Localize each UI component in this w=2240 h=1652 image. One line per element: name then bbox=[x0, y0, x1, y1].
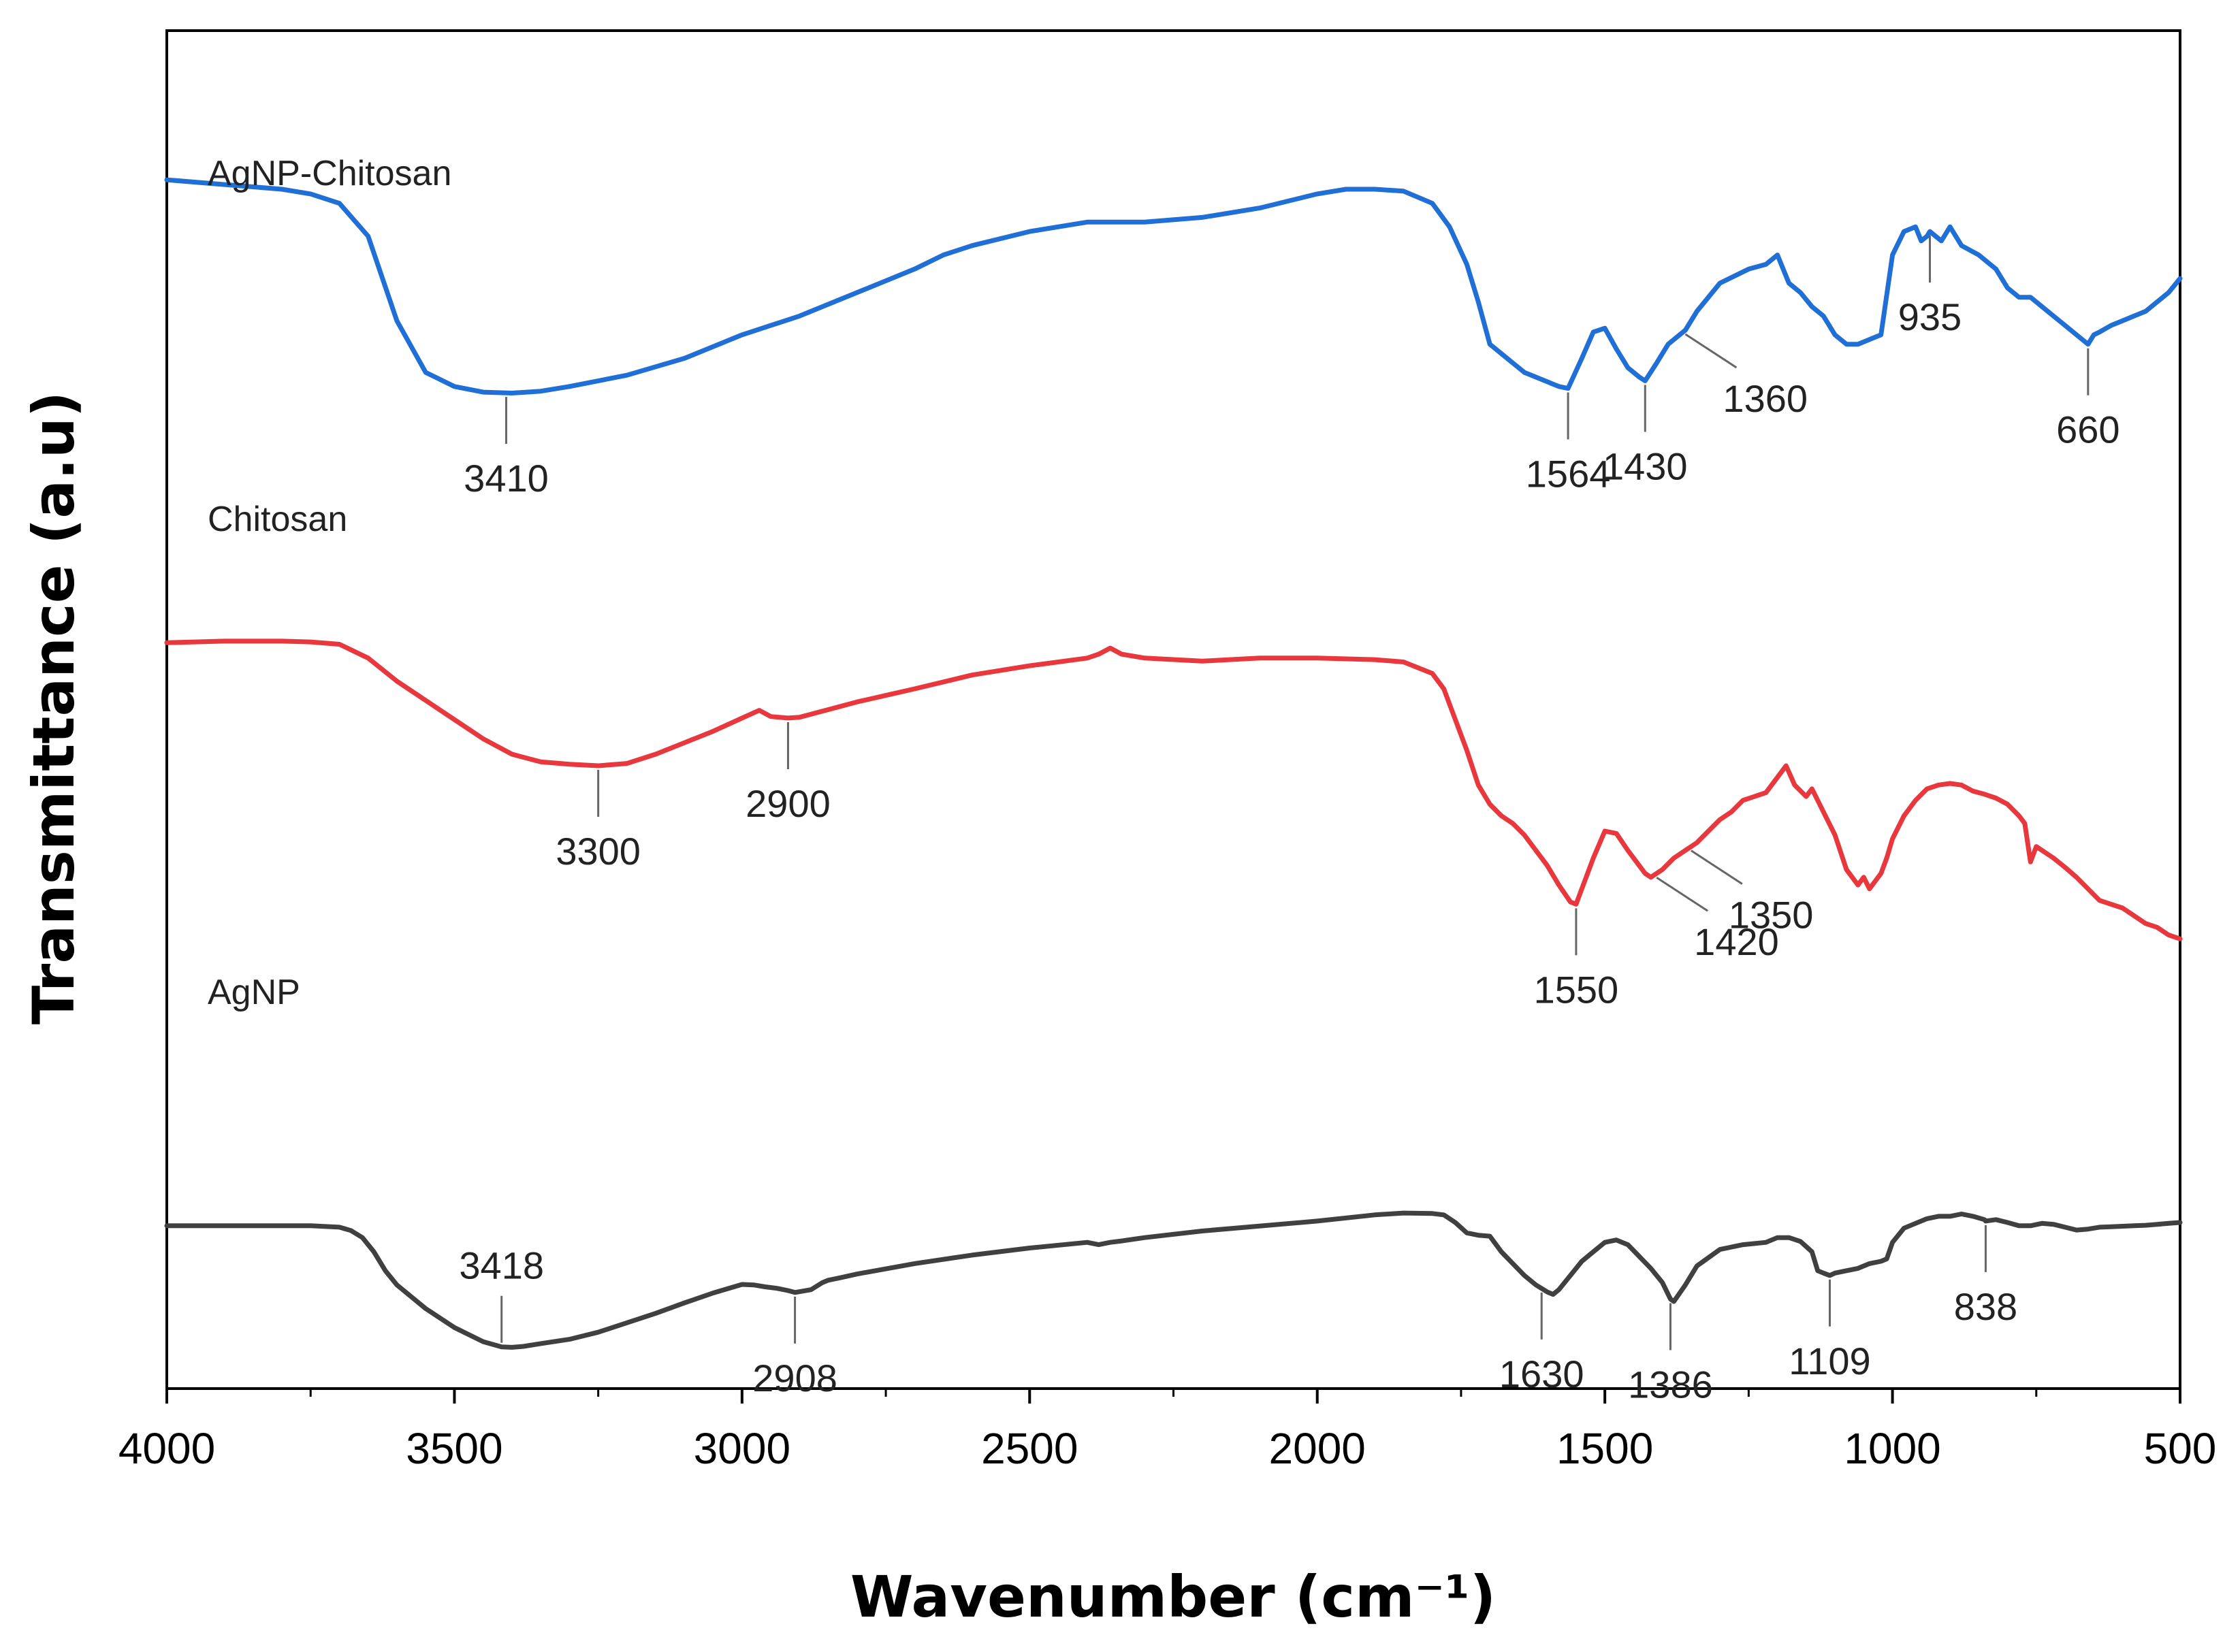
series-label-layer: AgNP-Chitosan Chitosan AgNP bbox=[208, 154, 451, 1012]
peak-marker-1420 bbox=[1656, 876, 1709, 912]
series-layer bbox=[164, 177, 2183, 1350]
x-axis: 4000 3500 3000 2500 2000 1500 1000 500 bbox=[118, 1389, 2217, 1473]
peak-label-3300: 3300 bbox=[556, 830, 641, 873]
x-axis-title: Wavenumber (cm⁻¹) bbox=[850, 1564, 1496, 1630]
peak-label-1360: 1360 bbox=[1723, 377, 1808, 420]
peak-label-1350: 1350 bbox=[1729, 894, 1814, 937]
series-line-agnp-chitosan bbox=[164, 177, 2183, 395]
peak-label-1430: 1430 bbox=[1603, 445, 1688, 488]
peak-label-1630: 1630 bbox=[1499, 1353, 1584, 1395]
series-label-chitosan: Chitosan bbox=[208, 500, 347, 539]
peak-label-935: 935 bbox=[1898, 295, 1962, 338]
x-tick-label-500: 500 bbox=[2144, 1424, 2217, 1473]
peak-label-3410: 3410 bbox=[464, 457, 549, 500]
y-axis-title: Transmittance (a.u) bbox=[20, 391, 87, 1024]
series-label-agnp-chitosan: AgNP-Chitosan bbox=[208, 154, 451, 193]
x-tick-label-2500: 2500 bbox=[981, 1424, 1078, 1473]
x-tick-label-4000: 4000 bbox=[118, 1424, 215, 1473]
peak-label-1420: 1420 bbox=[1694, 920, 1779, 963]
peak-label-838: 838 bbox=[1954, 1285, 2017, 1328]
peak-label-2908: 2908 bbox=[752, 1357, 837, 1399]
peak-label-3418: 3418 bbox=[459, 1244, 544, 1287]
peak-marker-1360 bbox=[1684, 333, 1738, 369]
x-tick-label-1500: 1500 bbox=[1556, 1424, 1653, 1473]
peak-label-1109: 1109 bbox=[1789, 1340, 1870, 1382]
peak-marker-1350 bbox=[1691, 849, 1743, 885]
series-line-agnp bbox=[164, 1210, 2183, 1350]
x-tick-label-3000: 3000 bbox=[694, 1424, 790, 1473]
x-tick-label-2000: 2000 bbox=[1269, 1424, 1366, 1473]
peak-label-660: 660 bbox=[2056, 408, 2119, 451]
peak-label-1550: 1550 bbox=[1534, 968, 1619, 1011]
peak-label-1386: 1386 bbox=[1628, 1363, 1713, 1406]
peak-label-1564: 1564 bbox=[1526, 453, 1611, 496]
x-tick-label-3500: 3500 bbox=[406, 1424, 502, 1473]
x-tick-label-1000: 1000 bbox=[1844, 1424, 1940, 1473]
annotation-layer: 3410 156414301360935660330029001550142013… bbox=[459, 236, 2120, 1406]
series-line-chitosan bbox=[164, 638, 2183, 941]
series-label-agnp: AgNP bbox=[208, 973, 300, 1012]
peak-label-2900: 2900 bbox=[746, 782, 831, 825]
